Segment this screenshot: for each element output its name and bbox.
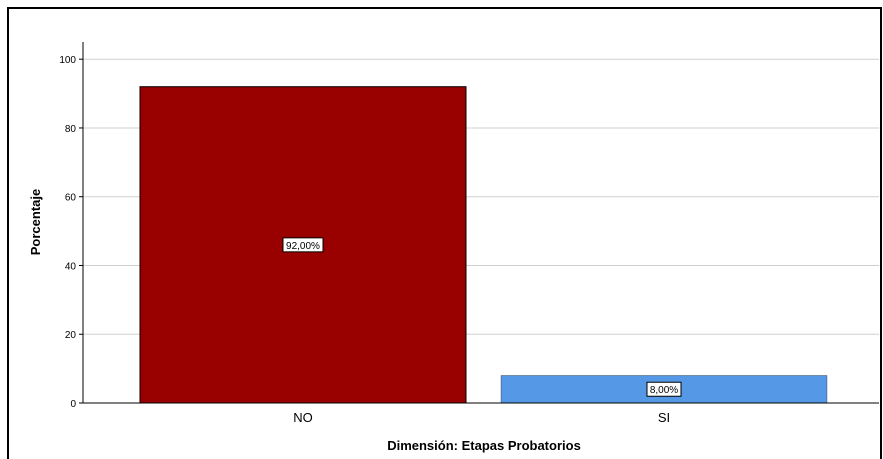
- y-tick-label: 0: [70, 399, 76, 410]
- y-tick-label: 80: [65, 124, 77, 135]
- data-label-box: [646, 381, 682, 397]
- y-tick-label: 40: [65, 261, 77, 272]
- y-tick-label: 100: [59, 55, 76, 66]
- y-tick-label: 60: [65, 193, 77, 204]
- bars: [139, 86, 828, 404]
- x-tick-label: SI: [658, 410, 670, 425]
- y-tick-label: 20: [65, 330, 77, 341]
- y-axis-title: Porcentaje: [28, 189, 43, 255]
- data-label-box: [282, 237, 324, 253]
- x-tick-label: NO: [293, 410, 313, 425]
- chart-frame: [7, 7, 882, 459]
- data-label: 8,00%: [650, 385, 678, 396]
- x-axis-title: Dimensión: Etapas Probatorios: [387, 438, 581, 453]
- axes: 0 20 40 60 80 100 NO SI: [59, 42, 879, 425]
- data-label: 92,00%: [286, 241, 320, 252]
- data-labels: 92,00% 8,00%: [282, 237, 682, 397]
